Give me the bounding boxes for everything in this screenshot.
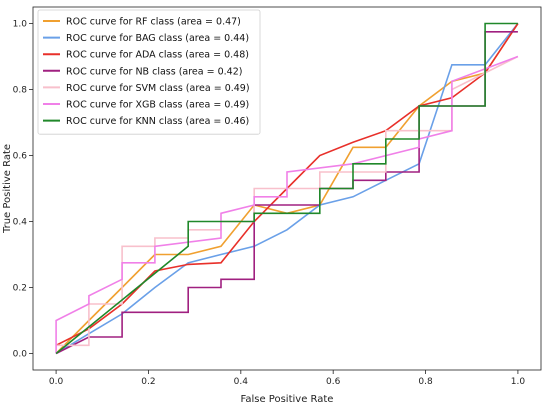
- y-axis-label: True Positive Rate: [2, 144, 13, 234]
- x-axis-label: False Positive Rate: [241, 394, 334, 405]
- y-tick-label: 0.8: [13, 86, 28, 96]
- legend: ROC curve for RF class (area = 0.47) ROC …: [37, 9, 261, 135]
- y-tick-label: 0.6: [13, 152, 28, 162]
- x-tick-label: 0.0: [49, 377, 64, 387]
- legend-entry: ROC curve for BAG class (area = 0.44): [66, 33, 249, 44]
- legend-entry: ROC curve for XGB class (area = 0.49): [66, 100, 249, 111]
- legend-entry: ROC curve for SVM class (area = 0.49): [66, 83, 250, 94]
- series-line-5: [55, 55, 519, 354]
- x-tick-label: 0.6: [326, 377, 341, 387]
- legend-entry: ROC curve for RF class (area = 0.47): [66, 17, 241, 28]
- y-tick-label: 0.4: [13, 218, 28, 228]
- x-tick-label: 0.8: [418, 377, 433, 387]
- y-axis: 0.0 0.2 0.4 0.6 0.8 1.0: [13, 20, 33, 360]
- y-tick-label: 0.0: [13, 350, 28, 360]
- x-tick-label: 1.0: [511, 377, 526, 387]
- series-line-6: [55, 22, 518, 355]
- plot-area: [55, 22, 519, 355]
- legend-entry: ROC curve for KNN class (area = 0.46): [66, 116, 249, 127]
- legend-entry: ROC curve for NB class (area = 0.42): [66, 66, 242, 77]
- x-tick-label: 0.4: [234, 377, 249, 387]
- axes-frame: [32, 6, 542, 371]
- x-tick-label: 0.2: [141, 377, 155, 387]
- y-tick-label: 1.0: [13, 20, 28, 30]
- legend-entry: ROC curve for ADA class (area = 0.48): [66, 50, 249, 61]
- x-axis: 0.0 0.2 0.4 0.6 0.8 1.0: [49, 370, 525, 387]
- legend-box: [37, 9, 261, 135]
- series-line-1: [55, 23, 519, 355]
- y-tick-label: 0.2: [13, 284, 27, 294]
